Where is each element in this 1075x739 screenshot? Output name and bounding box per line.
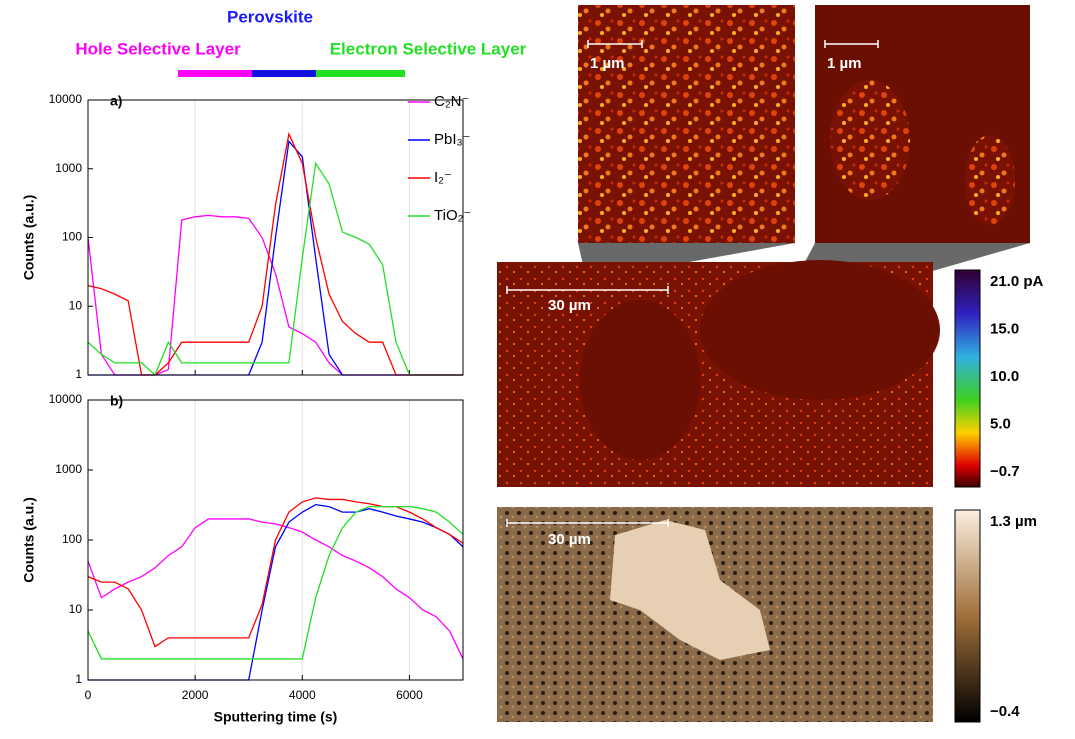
y-tick-label: 10000 — [49, 92, 83, 106]
data-line — [87, 131, 463, 376]
legend-label: TiO₂⁻ — [434, 207, 471, 224]
y-tick-label: 1 — [75, 367, 82, 381]
afm-image — [578, 5, 795, 243]
layer-bar — [178, 70, 252, 77]
y-axis-label: Counts (a.u.) — [21, 497, 37, 583]
colorbar-label: −0.4 — [990, 703, 1020, 720]
legend-label: I₂⁻ — [434, 169, 452, 186]
x-axis-label: Sputtering time (s) — [214, 709, 338, 725]
y-tick-label: 100 — [62, 230, 82, 244]
y-tick-label: 1000 — [55, 462, 82, 476]
x-tick-label: 4000 — [289, 688, 316, 702]
colorbar-label: 10.0 — [990, 368, 1019, 385]
layer-bar — [316, 70, 405, 77]
y-tick-label: 10 — [69, 298, 83, 312]
colorbar — [954, 269, 981, 488]
y-tick-label: 1 — [75, 672, 82, 686]
colorbar-label: 21.0 pA — [990, 273, 1044, 290]
colorbar-label: 1.3 µm — [990, 513, 1037, 530]
scale-label: 30 µm — [548, 531, 591, 548]
plot-frame — [87, 99, 464, 376]
data-line — [87, 161, 463, 377]
data-line — [87, 497, 464, 648]
scale-bars — [506, 40, 879, 527]
panel-label: a) — [110, 93, 122, 109]
y-tick-label: 10000 — [49, 392, 83, 406]
y-axis-label: Counts (a.u.) — [21, 195, 37, 281]
data-line — [87, 518, 464, 660]
scale-label: 30 µm — [548, 297, 591, 314]
layer-bar — [252, 70, 316, 77]
hole-layer: Hole Selective Layer — [75, 39, 241, 58]
y-tick-label: 100 — [62, 532, 82, 546]
image-detail — [700, 260, 940, 400]
image-detail — [580, 300, 700, 460]
legend-label: C₂N⁻ — [434, 93, 469, 110]
colorbar — [954, 509, 981, 723]
image-detail — [965, 135, 1015, 225]
y-tick-label: 1000 — [55, 161, 82, 175]
x-tick-label: 0 — [85, 688, 92, 702]
electron-layer: Electron Selective Layer — [330, 39, 527, 58]
colorbar-label: 5.0 — [990, 415, 1011, 432]
scale-label: 1 µm — [827, 55, 862, 72]
image-detail — [830, 80, 910, 200]
legend-label: PbI₃⁻ — [434, 131, 471, 148]
header-title: Perovskite — [227, 7, 313, 26]
data-line — [88, 139, 463, 376]
y-tick-label: 10 — [69, 602, 83, 616]
scale-label: 1 µm — [590, 55, 625, 72]
data-line — [88, 503, 464, 681]
panel-label: b) — [110, 393, 123, 409]
colorbar-label: −0.7 — [990, 463, 1020, 480]
x-tick-label: 2000 — [182, 688, 209, 702]
x-tick-label: 6000 — [396, 688, 423, 702]
image-detail — [610, 520, 770, 660]
plot-frame — [87, 399, 464, 681]
data-line — [87, 505, 464, 660]
colorbar-label: 15.0 — [990, 320, 1019, 337]
